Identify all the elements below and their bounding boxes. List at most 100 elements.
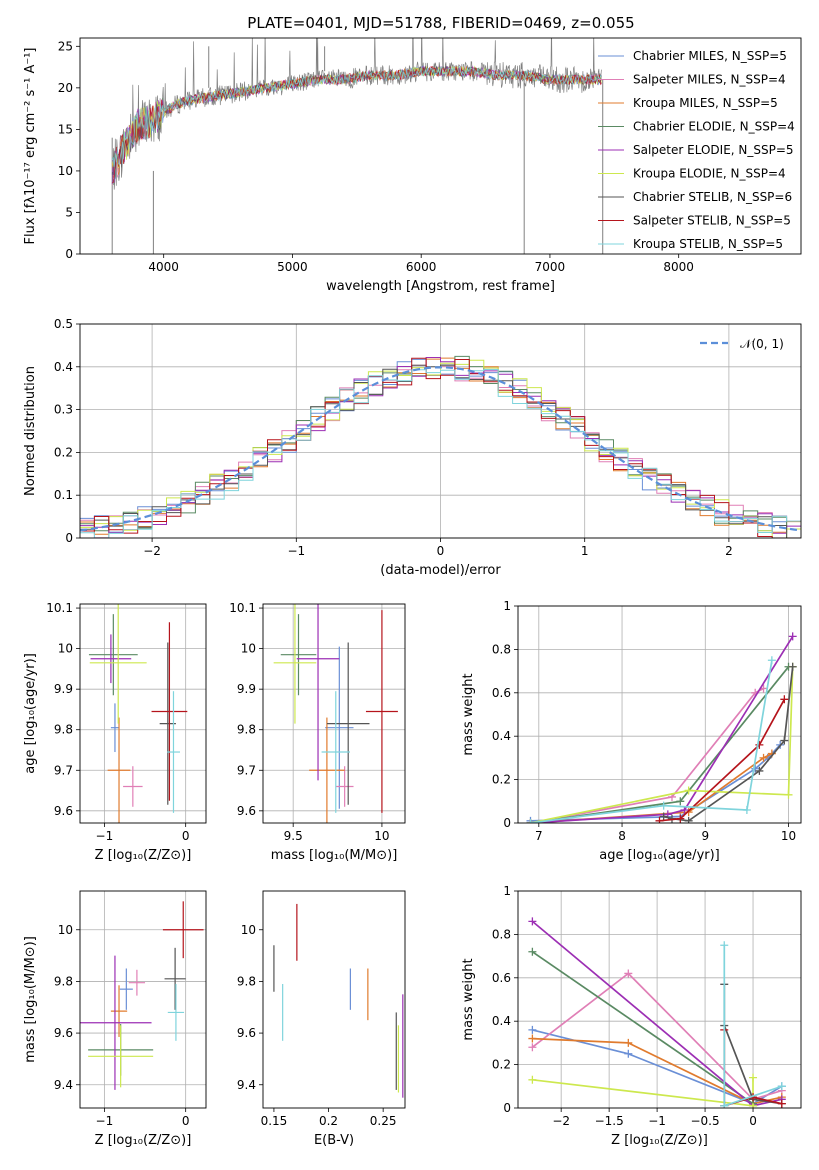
legend-entry: 𝒩(0, 1) [740, 337, 784, 351]
x-tick-label: 7 [535, 829, 543, 843]
weight-point-marker [528, 1043, 537, 1052]
weight-point-marker [720, 941, 729, 950]
weight-point-marker [788, 662, 797, 671]
y-tick-label: 9.9 [237, 682, 256, 696]
age-vs-metallicity-panel: −1 0 9.6 9.7 9.8 9.9 10 10.1 Z [log₁₀(Z/Z⊙)] age … [23, 601, 207, 863]
x-axis-label: Z [log₁₀(Z/Z⊙)] [95, 1133, 192, 1148]
x-axis-label: Z [log₁₀(Z/Z⊙)] [611, 1133, 708, 1148]
weight-point-marker [624, 1038, 633, 1047]
mass-weight-vs-metallicity-panel: −2 −1.5 −1 −0.5 0 0 0.2 0.4 0.6 0.8 1 Z [log₁₀(Z/Z⊙… [461, 884, 802, 1148]
x-tick-label: 6000 [406, 260, 437, 274]
weight-point-marker [720, 1101, 729, 1108]
x-tick-label: −1 [96, 1114, 114, 1128]
x-tick-label: −1.5 [595, 1114, 624, 1128]
y-axis-label: Flux [fλ10⁻¹⁷ erg cm⁻² s⁻¹ A⁻¹] [23, 48, 38, 245]
y-tick-label: 9.4 [54, 1078, 73, 1092]
weight-series-line [530, 660, 773, 823]
x-axis-label: Z [log₁₀(Z/Z⊙)] [95, 848, 192, 863]
x-tick-label: −1 [287, 544, 305, 558]
spectrum-panel: 4000 5000 6000 7000 8000 0 5 10 15 20 25 wavelength… [23, 37, 802, 294]
weight-point-marker [755, 766, 764, 775]
x-tick-label: −2 [143, 544, 161, 558]
weight-point-marker [684, 786, 693, 795]
weight-point-marker [526, 819, 535, 823]
x-tick-label: 2 [725, 544, 733, 558]
y-axis-label: age [log₁₀(age/yr)] [23, 653, 38, 774]
x-tick-label: −2 [552, 1114, 570, 1128]
x-tick-label: 9.5 [284, 829, 303, 843]
x-tick-label: 0 [182, 829, 190, 843]
error-bars [88, 604, 188, 823]
y-tick-label: 0.1 [54, 488, 73, 502]
y-tick-label: 9.7 [237, 763, 256, 777]
y-tick-label: 10 [58, 923, 73, 937]
weight-series-line [531, 951, 754, 1105]
legend-entry: Salpeter STELIB, N_SSP=5 [633, 214, 791, 228]
y-tick-label: 15 [58, 122, 73, 136]
legend-entry: Kroupa STELIB, N_SSP=5 [633, 237, 783, 251]
x-axis-label: (data-model)/error [380, 563, 501, 578]
y-tick-label: 0.2 [54, 445, 73, 459]
y-tick-label: 10.1 [229, 601, 256, 615]
y-tick-label: 1 [503, 599, 511, 613]
weight-point-marker [742, 805, 751, 814]
weight-lines [528, 917, 786, 1108]
histogram-group [80, 355, 801, 538]
histogram-series [80, 359, 801, 538]
y-tick-label: 5 [65, 205, 73, 219]
axes-frame [517, 890, 802, 1109]
normal-reference-curve [80, 366, 801, 532]
weight-point-marker [767, 656, 776, 665]
y-tick-label: 10 [241, 923, 256, 937]
y-tick-label: 0 [65, 247, 73, 261]
axes-frame [79, 890, 207, 1109]
mass-vs-ebv-panel: 0.15 0.2 0.25 9.4 9.6 9.8 10 E(B-V) [237, 890, 406, 1148]
weight-point-marker [624, 969, 633, 978]
error-bars [273, 604, 398, 823]
weight-point-marker [780, 736, 789, 745]
x-tick-label: −0.5 [690, 1114, 719, 1128]
y-tick-label: 0 [503, 1101, 511, 1115]
y-axis-label: mass weight [461, 958, 476, 1040]
weight-series-line [531, 972, 783, 1101]
x-tick-label: 8 [618, 829, 626, 843]
x-tick-label: 4000 [148, 260, 179, 274]
legend-entry: Chabrier MILES, N_SSP=5 [633, 49, 787, 63]
y-tick-label: 0.6 [492, 971, 511, 985]
weight-point-marker [788, 632, 797, 641]
weight-point-marker [749, 1073, 758, 1082]
y-tick-label: 0.4 [492, 729, 511, 743]
y-tick-label: 9.8 [54, 723, 73, 737]
weight-point-marker [684, 816, 693, 823]
y-axis-label: mass [log₁₀(M/M⊙)] [23, 936, 38, 1063]
weight-point-marker [759, 753, 768, 762]
legend-entry: Kroupa MILES, N_SSP=5 [633, 96, 778, 110]
weight-point-marker [528, 917, 537, 926]
age-vs-mass-panel: 9.5 10 9.6 9.7 9.8 9.9 10 10.1 mass [log₁₀(M/M⊙)… [229, 601, 406, 863]
y-tick-label: 0.8 [492, 927, 511, 941]
y-axis-label: mass weight [461, 673, 476, 755]
axes-frame [262, 603, 406, 824]
mass-weight-vs-age-panel: 7 8 9 10 0 0.2 0.4 0.6 0.8 1 age [log₁₀(age/yr)] ma… [461, 599, 802, 863]
axes-frame [79, 37, 802, 255]
weight-point-marker [659, 801, 668, 810]
weight-point-marker [777, 1099, 786, 1108]
weight-point-marker [676, 797, 685, 806]
weight-point-marker [624, 1049, 633, 1058]
y-tick-label: 9.9 [54, 682, 73, 696]
weight-point-marker [528, 947, 537, 956]
x-tick-label: 10 [781, 829, 796, 843]
y-tick-label: 0.2 [492, 1058, 511, 1072]
y-tick-label: 10.1 [46, 601, 73, 615]
x-tick-label: 5000 [277, 260, 308, 274]
weight-point-marker [751, 764, 760, 773]
weight-point-marker [528, 1075, 537, 1084]
axes-frame [79, 603, 207, 824]
axes-frame [517, 605, 802, 824]
histogram-series [80, 369, 801, 538]
y-tick-label: 10 [241, 642, 256, 656]
y-tick-label: 0.2 [492, 773, 511, 787]
weight-point-marker [659, 812, 668, 821]
axes-frame [262, 890, 406, 1109]
